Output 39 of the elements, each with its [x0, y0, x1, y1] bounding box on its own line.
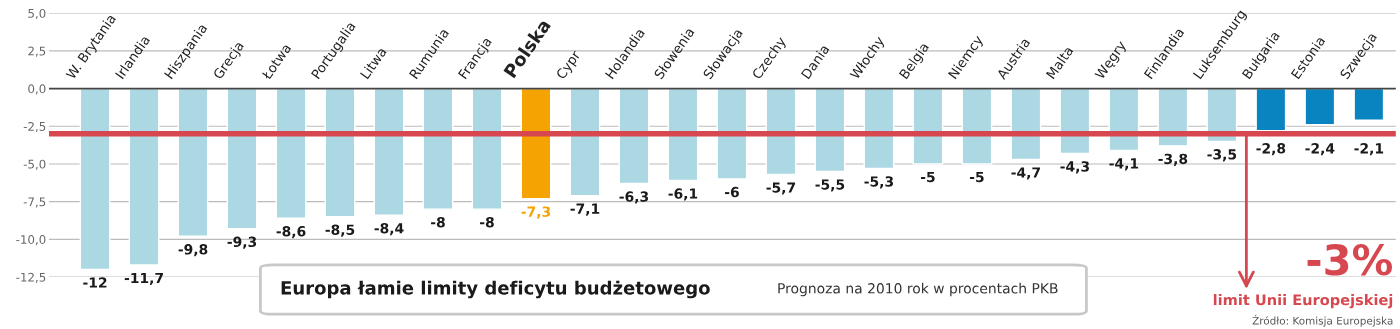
data-label: -2,8: [1256, 143, 1286, 156]
data-label: -5,5: [815, 179, 845, 192]
data-label: -5,7: [766, 182, 796, 195]
data-label: -6,3: [619, 191, 649, 204]
data-label: -8: [431, 216, 445, 228]
text: Europa łamie limity deficytu budżetowego: [281, 280, 710, 299]
y-tick-label: 2,5: [28, 46, 46, 57]
y-tick-label: 0,0: [28, 84, 46, 95]
data-label: -6,1: [668, 188, 698, 201]
data-label: -6: [724, 186, 739, 198]
y-tick-label: -2,5: [23, 121, 46, 133]
y-tick-label: -10,0: [16, 235, 46, 246]
data-label: -9,8: [178, 244, 208, 257]
data-label: -2,1: [1354, 143, 1384, 156]
data-label: -4,7: [1011, 167, 1040, 180]
y-tick-label: -5,0: [23, 159, 46, 170]
data-label: -7,1: [570, 203, 600, 216]
text: Źródło: Komisja Europejska: [1252, 314, 1393, 327]
legend-label: -3% limit Unii Europejskiej: [1213, 244, 1393, 309]
data-label: -8: [480, 216, 494, 228]
y-tick-label: -7,5: [23, 197, 46, 208]
data-label: -4,1: [1109, 158, 1139, 171]
y-tick-label: 5,0: [28, 8, 46, 20]
data-label: -8,4: [374, 222, 404, 236]
data-label: -8,5: [325, 224, 355, 237]
data-label: -11,7: [124, 272, 163, 286]
data-label: -7,3: [521, 206, 551, 219]
data-label: -5: [969, 171, 984, 183]
data-label: -3,5: [1207, 149, 1237, 162]
data-label: -8,6: [276, 226, 306, 239]
y-tick-label: -12,5: [16, 272, 46, 283]
data-label: -9,3: [227, 236, 257, 249]
data-label: -3,8: [1158, 153, 1188, 166]
data-label: -5: [920, 171, 935, 183]
data-label: -2,4: [1305, 143, 1335, 156]
data-label: -12: [83, 277, 107, 288]
data-label: -4,3: [1060, 161, 1089, 174]
text: Prognoza na 2010 rok w procentach PKB: [778, 282, 1058, 297]
data-label: -5,3: [864, 176, 894, 189]
